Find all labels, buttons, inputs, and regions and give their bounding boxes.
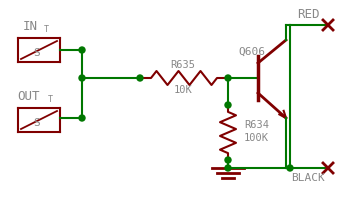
Text: Q606: Q606 xyxy=(238,47,265,57)
Text: S: S xyxy=(34,118,40,128)
Text: T: T xyxy=(44,24,48,34)
Circle shape xyxy=(137,75,143,81)
Text: IN: IN xyxy=(23,19,37,32)
Circle shape xyxy=(79,47,85,53)
Text: S: S xyxy=(34,48,40,58)
Circle shape xyxy=(79,115,85,121)
Circle shape xyxy=(79,75,85,81)
Text: 10K: 10K xyxy=(174,85,192,95)
Circle shape xyxy=(225,165,231,171)
Text: OUT: OUT xyxy=(17,90,39,103)
Text: R634: R634 xyxy=(244,120,269,130)
Circle shape xyxy=(225,102,231,108)
Circle shape xyxy=(225,75,231,81)
Circle shape xyxy=(287,165,293,171)
Text: R635: R635 xyxy=(170,60,196,70)
Text: 100K: 100K xyxy=(244,133,269,143)
Circle shape xyxy=(225,157,231,163)
Text: RED: RED xyxy=(297,7,319,21)
Text: T: T xyxy=(47,95,52,103)
Text: BLACK: BLACK xyxy=(291,173,325,183)
